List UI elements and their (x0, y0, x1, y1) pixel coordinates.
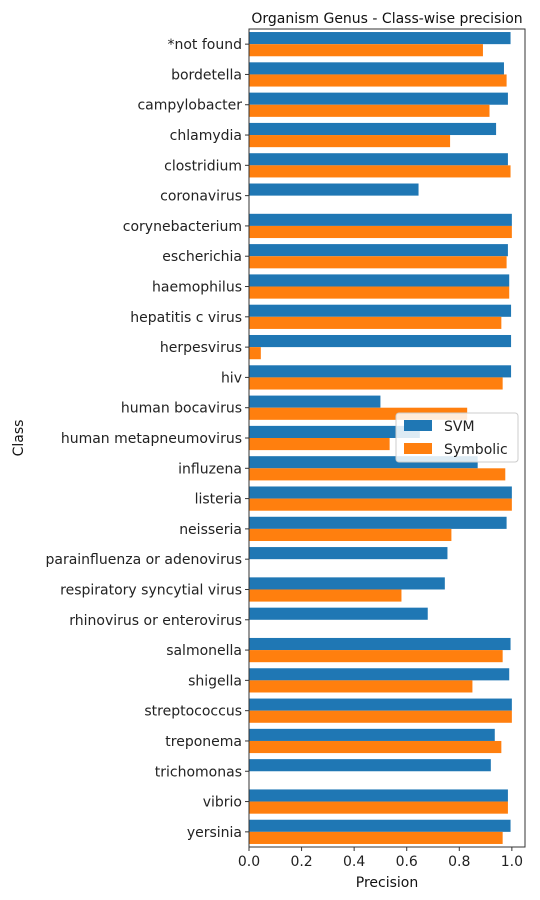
bar-symbolic-0 (249, 44, 483, 57)
bar-svm-23 (249, 728, 495, 741)
y-tick-label: coronavirus (160, 189, 242, 205)
y-tick-label: salmonella (166, 643, 242, 659)
bar-symbolic-23 (249, 740, 502, 754)
chart-title: Organism Genus - Class-wise precision (251, 11, 522, 27)
bar-symbolic-25 (249, 801, 508, 814)
y-axis-label: Class (11, 420, 27, 457)
x-tick-label: 0.8 (448, 854, 470, 870)
bar-svm-19 (249, 607, 428, 620)
bar-svm-22 (249, 698, 512, 711)
bar-svm-13 (249, 425, 420, 438)
bar-symbolic-21 (249, 680, 473, 693)
y-tick-label: rhinovirus or enterovirus (69, 613, 242, 629)
y-tick-label: neisseria (179, 522, 242, 538)
bar-symbolic-10 (249, 347, 261, 360)
bar-symbolic-15 (249, 498, 512, 511)
x-tick-label: 0.4 (343, 854, 365, 870)
bar-symbolic-20 (249, 650, 503, 663)
x-tick-label: 0.2 (290, 854, 312, 870)
bar-symbolic-4 (249, 165, 511, 178)
y-tick-label: treponema (165, 734, 242, 750)
y-tick-label: vibrio (203, 795, 242, 811)
bar-symbolic-13 (249, 438, 390, 451)
y-tick-label: trichomonas (155, 764, 242, 780)
bar-svm-26 (249, 819, 511, 832)
bar-symbolic-6 (249, 225, 512, 239)
y-tick-label: corynebacterium (123, 219, 242, 235)
y-tick-label: streptococcus (144, 704, 242, 720)
y-tick-label: chlamydia (170, 128, 242, 144)
legend-swatch-symbolic (404, 443, 432, 454)
bar-svm-5 (249, 183, 419, 196)
bar-symbolic-22 (249, 710, 512, 723)
bar-svm-8 (249, 274, 510, 287)
y-tick-label: yersinia (187, 825, 242, 841)
y-tick-label: human metapneumovirus (61, 431, 242, 447)
x-axis-label: Precision (356, 875, 418, 891)
bar-svm-3 (249, 122, 497, 136)
bar-svm-1 (249, 62, 504, 75)
y-tick-label: influzena (178, 461, 242, 477)
y-tick-label: respiratory syncytial virus (60, 582, 242, 598)
bar-symbolic-18 (249, 589, 402, 602)
bar-svm-21 (249, 668, 510, 681)
y-tick-label: escherichia (162, 249, 242, 265)
bar-symbolic-9 (249, 316, 502, 329)
legend-swatch-svm (404, 420, 432, 431)
y-tick-label: listeria (195, 492, 242, 508)
x-tick-label: 0.0 (238, 854, 260, 870)
bar-svm-15 (249, 486, 512, 499)
bar-svm-16 (249, 516, 507, 529)
y-tick-label: bordetella (171, 67, 242, 83)
y-tick-label: parainfluenza or adenovirus (45, 552, 242, 568)
bar-svm-7 (249, 244, 508, 257)
legend: SVM Symbolic (395, 412, 519, 463)
y-tick-label: campylobacter (137, 98, 242, 114)
bar-svm-6 (249, 213, 512, 226)
y-tick-label: *not found (167, 37, 242, 53)
bar-symbolic-14 (249, 468, 506, 481)
x-axis: 0.0 0.2 0.4 0.6 0.8 1.0 (238, 847, 523, 870)
bar-svm-18 (249, 577, 445, 590)
bar-symbolic-7 (249, 256, 507, 269)
y-tick-label: hiv (221, 370, 242, 386)
y-tick-label: hepatitis c virus (130, 310, 242, 326)
bar-symbolic-16 (249, 528, 452, 542)
bar-svm-20 (249, 637, 511, 651)
y-axis: *not found bordetella campylobacter chlamyd… (45, 37, 249, 841)
y-tick-label: shigella (188, 673, 242, 689)
y-tick-label: haemophilus (152, 280, 242, 296)
y-tick-label: human bocavirus (121, 401, 242, 417)
bar-svm-9 (249, 304, 512, 317)
legend-label-svm: SVM (444, 419, 475, 435)
bar-svm-10 (249, 334, 512, 348)
bar-svm-24 (249, 759, 491, 772)
bar-svm-12 (249, 395, 381, 408)
bar-symbolic-11 (249, 377, 503, 390)
x-tick-label: 0.6 (396, 854, 418, 870)
legend-label-symbolic: Symbolic (444, 442, 508, 458)
bar-svm-4 (249, 153, 508, 166)
bar-svm-17 (249, 547, 448, 560)
bar-svm-0 (249, 32, 511, 45)
bars-layer (249, 32, 512, 844)
y-tick-label: herpesvirus (160, 340, 242, 356)
bar-svm-25 (249, 789, 508, 802)
bar-symbolic-2 (249, 104, 490, 117)
bar-symbolic-3 (249, 135, 451, 148)
x-tick-label: 1.0 (501, 854, 523, 870)
bar-symbolic-8 (249, 286, 510, 299)
bar-symbolic-1 (249, 74, 507, 87)
y-tick-label: clostridium (164, 158, 242, 174)
bar-symbolic-26 (249, 831, 503, 844)
bar-svm-11 (249, 365, 512, 378)
bar-svm-2 (249, 92, 508, 105)
